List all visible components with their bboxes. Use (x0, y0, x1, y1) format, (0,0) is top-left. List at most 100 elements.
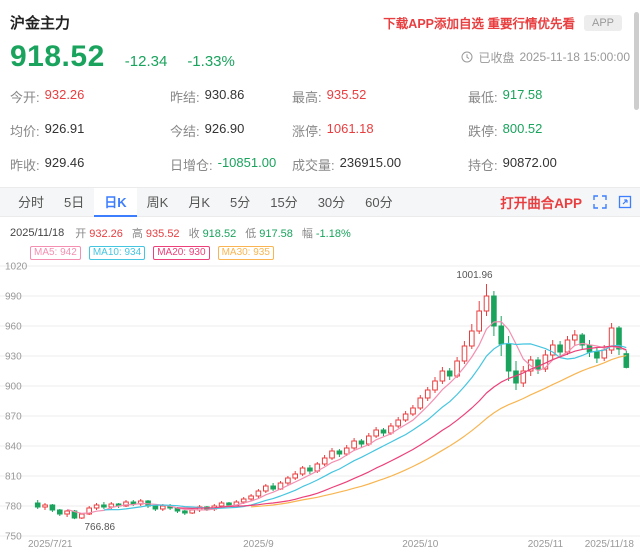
stat-label: 今开: (10, 90, 40, 105)
tab-5日[interactable]: 5日 (64, 194, 85, 210)
ma-legend-MA10: MA10: 934 (88, 246, 146, 260)
open-app-link[interactable]: 打开曲合APP (500, 196, 582, 211)
svg-text:750: 750 (5, 532, 22, 543)
svg-text:2025/9: 2025/9 (243, 539, 274, 547)
svg-text:960: 960 (5, 322, 22, 333)
stat-label: 成交量: (292, 158, 335, 173)
stat-cell: 均价: 926.91 (10, 121, 170, 140)
svg-text:2025/10: 2025/10 (402, 539, 439, 547)
stat-value: 800.52 (502, 121, 543, 136)
fullscreen-icon[interactable] (618, 195, 632, 209)
app-badge[interactable]: APP (583, 14, 622, 31)
svg-text:2025/11: 2025/11 (528, 539, 564, 547)
ohlc-item-label: 低 (245, 228, 257, 240)
ohlc-item-value: -1.18% (315, 228, 351, 240)
stat-cell: 持仓: 90872.00 (468, 155, 630, 174)
stat-label: 最高: (292, 90, 322, 105)
period-tabs: 分时 5日 日K 周K 月K 5分 15分 30分 60分 (8, 187, 403, 217)
svg-text:2025/11/18: 2025/11/18 (585, 539, 635, 547)
ohlc-item-label: 幅 (301, 228, 313, 240)
stat-value: 930.86 (204, 87, 245, 102)
stat-value: 935.52 (326, 87, 367, 102)
svg-text:870: 870 (5, 412, 22, 423)
download-app-promo[interactable]: 下载APP添加自选 重要行情优先看 (383, 17, 575, 31)
stat-cell: 昨结: 930.86 (170, 87, 292, 106)
expand-icon[interactable] (593, 195, 607, 209)
ohlc-item-label: 开 (75, 228, 87, 240)
svg-text:840: 840 (5, 442, 22, 453)
svg-text:1001.96: 1001.96 (456, 270, 493, 281)
stat-label: 今结: (170, 124, 200, 139)
tab-周K[interactable]: 周K (146, 194, 169, 210)
x-axis-labels: 2025/7/21 2025/9 2025/10 2025/11 2025/11/18 (28, 539, 634, 547)
stat-cell: 昨收: 929.46 (10, 155, 170, 174)
ohlc-item-value: 917.58 (259, 228, 293, 240)
stat-cell: 日增仓: -10851.00 (170, 155, 292, 174)
scrollbar-thumb[interactable] (634, 12, 639, 110)
stat-value: 926.90 (204, 121, 245, 136)
svg-text:780: 780 (5, 502, 22, 513)
quote-timestamp: 2025-11-18 15:00:00 (519, 50, 630, 64)
market-status-text: 已收盘 (478, 50, 515, 65)
tab-5分[interactable]: 5分 (229, 194, 251, 210)
svg-text:1020: 1020 (5, 262, 28, 273)
stat-label: 昨结: (170, 90, 200, 105)
ohlc-item-value: 918.52 (202, 228, 237, 240)
last-price: 918.52 (10, 40, 105, 73)
ma-legend-MA5: MA5: 942 (30, 246, 81, 260)
stat-label: 持仓: (468, 158, 498, 173)
ma-lines (66, 321, 627, 514)
ohlc-item-label: 收 (188, 228, 200, 240)
tab-月K[interactable]: 月K (188, 194, 210, 210)
svg-text:810: 810 (5, 472, 22, 483)
stat-value: 926.91 (44, 121, 85, 136)
stat-cell: 涨停: 1061.18 (292, 121, 468, 140)
ohlc-item-value: 935.52 (145, 228, 180, 240)
stat-value: 932.26 (44, 87, 85, 102)
ohlc-items: 开 932.26 高 935.52 收 918.52 低 917.58 幅 -1.18% (66, 225, 350, 241)
stat-value: 90872.00 (502, 155, 557, 170)
market-status: 已收盘 2025-11-18 15:00:00 (461, 49, 630, 66)
stat-value: 929.46 (44, 155, 85, 170)
page-title: 沪金主力 (10, 15, 71, 32)
stat-label: 最低: (468, 90, 498, 105)
ohlc-date: 2025/11/18 (10, 227, 65, 239)
stat-label: 跌停: (468, 124, 498, 139)
stat-value: -10851.00 (217, 155, 277, 170)
price-change-pct: -1.33% (187, 53, 235, 70)
svg-text:766.86: 766.86 (85, 522, 116, 533)
svg-text:2025/7/21: 2025/7/21 (28, 539, 73, 547)
gridlines (0, 265, 640, 537)
stat-label: 昨收: (10, 158, 40, 173)
svg-text:990: 990 (5, 292, 22, 303)
stat-cell: 最高: 935.52 (292, 87, 468, 106)
tab-15分[interactable]: 15分 (270, 194, 298, 210)
clock-icon (461, 51, 473, 63)
tab-分时[interactable]: 分时 (18, 194, 45, 210)
ma-legend-MA20: MA20: 930 (153, 246, 210, 260)
stat-label: 均价: (10, 124, 40, 139)
stat-value: 236915.00 (339, 155, 402, 170)
stat-cell: 今开: 932.26 (10, 87, 170, 106)
tab-60分[interactable]: 60分 (365, 194, 393, 210)
quote-stats-grid: 今开: 932.26 昨结: 930.86 最高: 935.52 最低: 917.58 均价: 9… (0, 74, 640, 174)
ohlc-item-value: 932.26 (89, 228, 123, 240)
stat-value: 917.58 (502, 87, 543, 102)
price-change: -12.34 (124, 53, 168, 70)
ohlc-info-bar: 2025/11/18 开 932.26 高 935.52 收 918.52 低 917.58 幅… (0, 217, 640, 241)
stat-cell: 今结: 926.90 (170, 121, 292, 140)
annotations: 1001.96 766.86 (85, 270, 494, 533)
stat-value: 1061.18 (326, 121, 374, 136)
stat-label: 涨停: (292, 124, 322, 139)
header-row: 沪金主力 下载APP添加自选 重要行情优先看 APP (0, 0, 640, 33)
period-tabbar: 分时 5日 日K 周K 月K 5分 15分 30分 60分 打开曲合APP (0, 187, 640, 217)
kline-chart[interactable]: 1020 990 960 930 900 870 840 810 780 750 2025/7/21… (0, 260, 640, 547)
ma-legend: MA5: 942 MA10: 934 MA20: 930 MA30: 935 (0, 241, 640, 260)
y-axis-labels: 1020 990 960 930 900 870 840 810 780 750 (5, 262, 28, 543)
tab-日K[interactable]: 日K (94, 187, 137, 217)
tab-30分[interactable]: 30分 (317, 194, 346, 210)
ohlc-item-label: 高 (131, 228, 143, 240)
ma-legend-MA30: MA30: 935 (217, 246, 274, 260)
candlesticks (34, 284, 630, 520)
